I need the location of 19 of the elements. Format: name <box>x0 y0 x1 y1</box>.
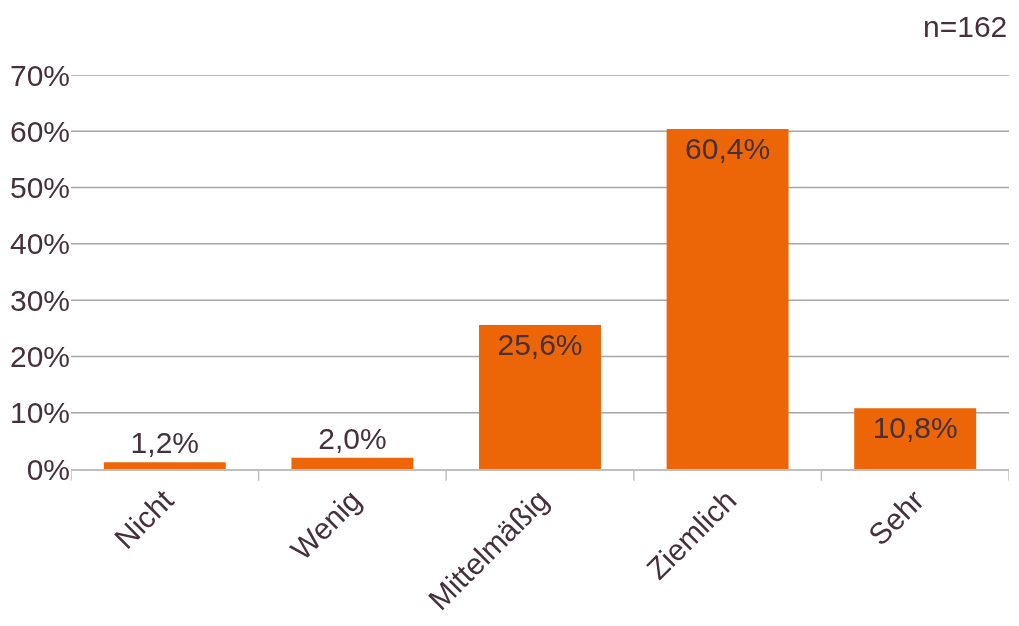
bar <box>291 457 414 469</box>
y-tick-label: 40% <box>9 227 70 261</box>
data-label: 2,0% <box>318 421 387 455</box>
bar <box>854 408 977 469</box>
bar <box>103 462 226 469</box>
data-label: 25,6% <box>497 327 583 361</box>
data-label: 60,4% <box>685 132 771 166</box>
data-label: 1,2% <box>130 426 199 460</box>
text: n=162 <box>923 10 1008 43</box>
y-tick-label: 10% <box>9 396 70 430</box>
y-tick-label: 0% <box>26 452 70 486</box>
bar <box>479 324 601 469</box>
y-tick-label: 20% <box>9 339 70 373</box>
y-tick-label: 70% <box>9 58 70 92</box>
bar <box>666 129 789 469</box>
y-tick-label: 30% <box>9 283 70 317</box>
y-tick-label: 50% <box>9 171 70 205</box>
data-label: 10,8% <box>872 411 958 445</box>
y-tick-label: 60% <box>9 114 70 148</box>
